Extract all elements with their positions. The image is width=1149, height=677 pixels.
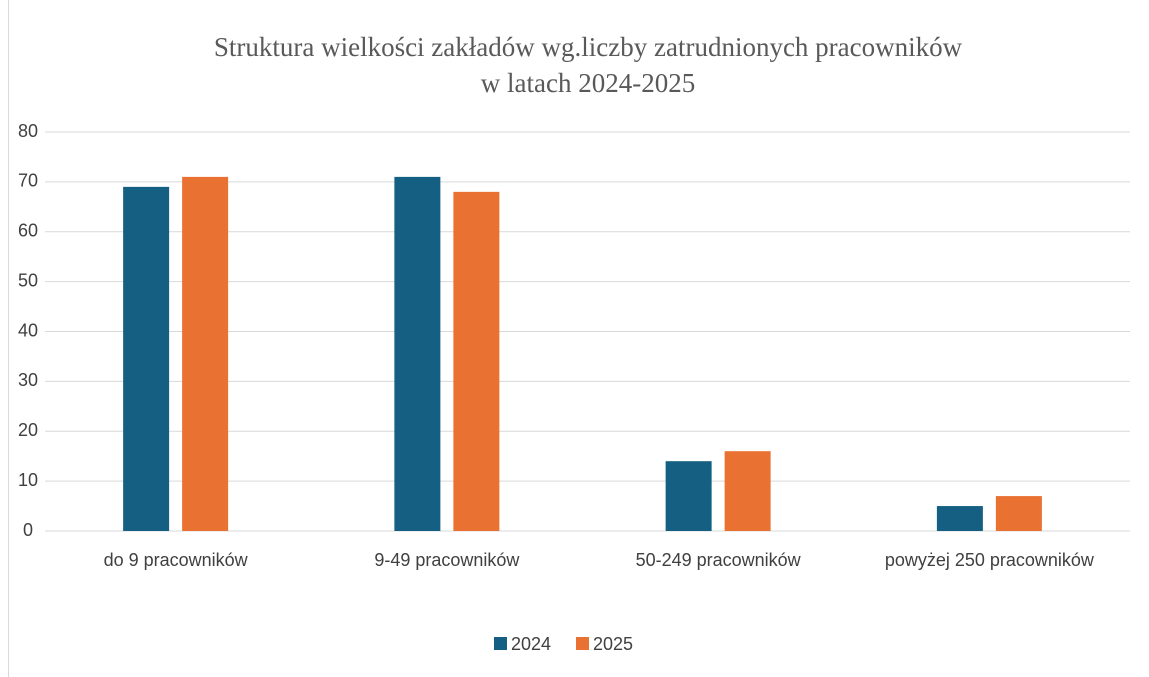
- x-tick-label: 9-49 pracowników: [374, 550, 520, 570]
- bar: [665, 461, 712, 531]
- y-tick-label: 10: [18, 470, 38, 490]
- chart-border: [8, 0, 9, 677]
- legend-label: 2025: [593, 634, 633, 654]
- x-tick-label: do 9 pracowników: [103, 550, 248, 570]
- y-tick-label: 80: [18, 121, 38, 141]
- y-tick-label: 40: [18, 320, 38, 340]
- bar: [936, 506, 983, 531]
- chart-title: w latach 2024-2025: [481, 68, 695, 98]
- x-tick-label: powyżej 250 pracowników: [884, 550, 1094, 570]
- x-tick-label: 50-249 pracowników: [635, 550, 801, 570]
- bar: [995, 496, 1042, 531]
- legend-swatch: [494, 637, 507, 650]
- bar: [182, 176, 229, 531]
- bar: [453, 191, 500, 531]
- y-tick-label: 0: [23, 520, 33, 540]
- y-tick-label: 60: [18, 221, 38, 241]
- y-tick-label: 20: [18, 420, 38, 440]
- legend-swatch: [576, 637, 589, 650]
- bar: [123, 186, 170, 532]
- bar: [394, 176, 441, 531]
- bar: [724, 451, 771, 531]
- y-tick-label: 50: [18, 270, 38, 290]
- y-tick-label: 30: [18, 370, 38, 390]
- chart-title: Struktura wielkości zakładów wg.liczby z…: [214, 32, 963, 62]
- legend-label: 2024: [511, 634, 551, 654]
- y-tick-label: 70: [18, 171, 38, 191]
